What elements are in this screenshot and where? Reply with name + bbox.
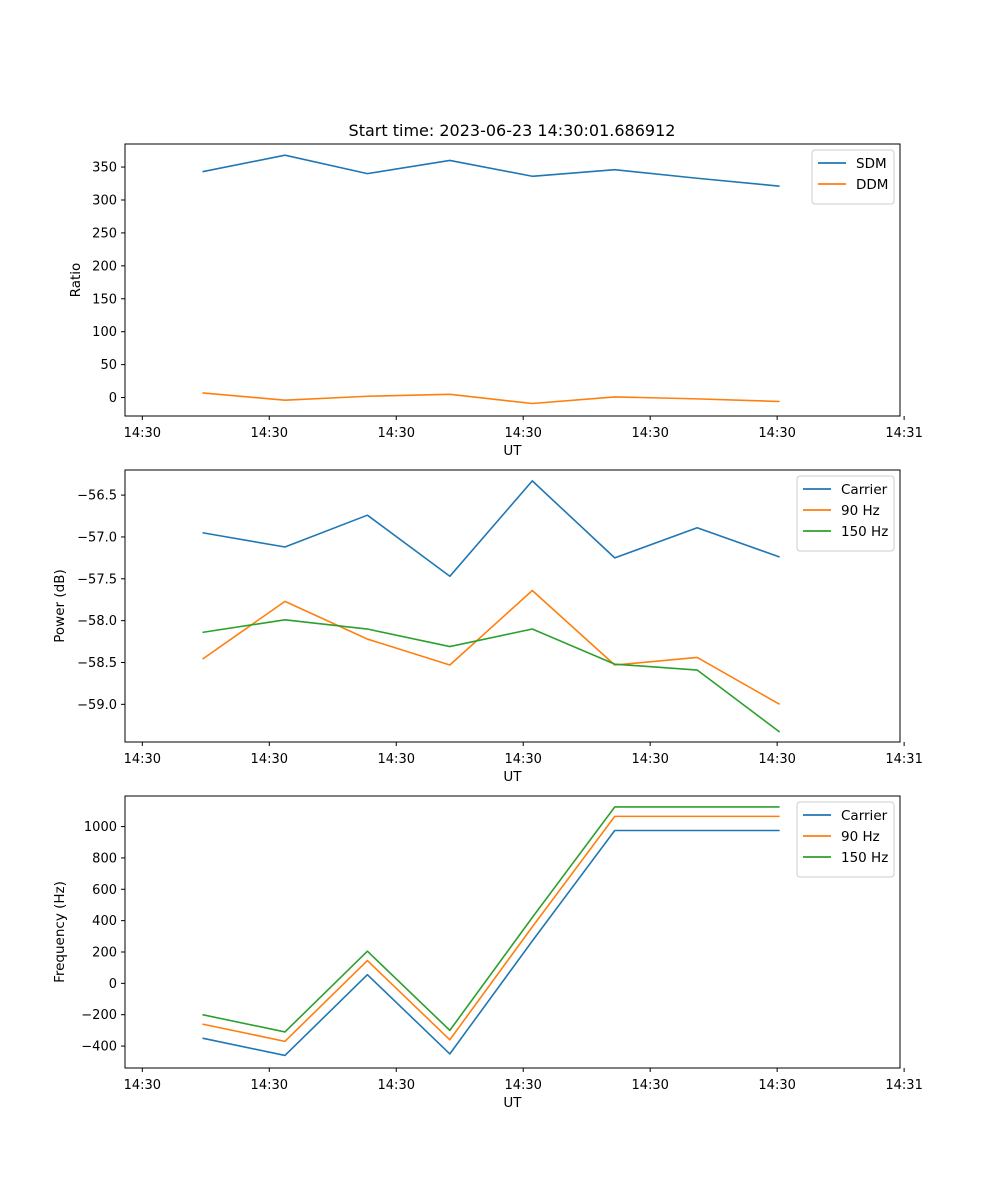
power-x-axis-label: UT [503,769,522,785]
power-legend-label: 150 Hz [841,524,888,540]
power-series-150-hz-line [202,619,781,733]
frequency-x-tick-label: 14:30 [378,1078,415,1093]
power-x-tick-label: 14:30 [504,752,541,767]
frequency-x-tick-label: 14:30 [758,1078,795,1093]
frequency-legend: Carrier 90 Hz 150 Hz [796,801,895,878]
power-legend: Carrier 90 Hz 150 Hz [796,475,895,552]
ratio-x-tick-label: 14:31 [885,426,922,441]
ratio-x-tick-label: 14:30 [251,426,288,441]
frequency-axes-frame [124,795,901,1069]
ratio-legend-label: DDM [856,177,888,193]
power-x-tick-label: 14:31 [885,752,922,767]
ratio-y-tick-label: 300 [92,193,117,208]
ratio-axes-frame [124,143,901,417]
frequency-y-tick-label: 800 [92,851,117,866]
ratio-series-sdm-line [202,154,780,187]
ratio-series-ddm-line [202,392,780,405]
ratio-x-tick-label: 14:30 [758,426,795,441]
power-legend-box [796,475,895,552]
frequency-series-90-hz-line [202,815,780,1043]
frequency-x-tick-label: 14:30 [251,1078,288,1093]
power-legend-label: Carrier [841,482,888,498]
power-y-axis-label: Power (dB) [52,569,68,642]
frequency-y-axis-label: Frequency (Hz) [52,881,68,983]
frequency-x-axis-label: UT [503,1095,522,1111]
ratio-y-tick-label: 50 [100,358,117,373]
ratio-y-tick-label: 350 [92,161,117,176]
power-series-90-hz-line [202,589,781,706]
ratio-x-tick-label: 14:30 [504,426,541,441]
ratio-legend-label: SDM [856,156,887,172]
power-y-tick-label: −58.5 [77,656,117,671]
power-x-tick-label: 14:30 [251,752,288,767]
power-x-tick-label: 14:30 [758,752,795,767]
frequency-series-carrier-line [202,829,780,1057]
power-y-tick-label: −59.0 [77,698,117,713]
power-series-carrier-line [202,480,780,578]
power-x-tick-label: 14:30 [378,752,415,767]
power-x-tick-label: 14:30 [124,752,161,767]
figure-title: Start time: 2023-06-23 14:30:01.686912 [349,121,676,140]
ratio-panel: 0 50 100 150 200 250 300 350 14:30 14:30 14:30 14:3… [68,143,923,459]
power-legend-label: 90 Hz [841,503,880,519]
frequency-x-tick-label: 14:30 [504,1078,541,1093]
ratio-y-axis-label: Ratio [68,263,84,298]
frequency-legend-box [796,801,895,878]
power-y-tick-label: −56.5 [77,489,117,504]
ratio-x-tick-label: 14:30 [631,426,668,441]
frequency-y-tick-label: −200 [81,1008,117,1023]
ratio-legend: SDM DDM [811,149,895,205]
power-x-tick-label: 14:30 [631,752,668,767]
frequency-y-tick-label: 1000 [84,820,117,835]
ratio-y-tick-label: 0 [109,391,117,406]
frequency-y-tick-label: −400 [81,1040,117,1055]
frequency-y-tick-label: 600 [92,883,117,898]
ratio-y-tick-label: 150 [92,292,117,307]
frequency-legend-label: 90 Hz [841,829,880,845]
frequency-legend-label: Carrier [841,808,888,824]
ratio-y-tick-label: 100 [92,325,117,340]
power-y-tick-label: −57.5 [77,572,117,587]
ratio-y-tick-label: 250 [92,226,117,241]
frequency-panel: −400 −200 0 200 400 600 800 1000 14:30 14:30 14:30… [52,795,923,1111]
frequency-y-tick-label: 400 [92,914,117,929]
frequency-legend-label: 150 Hz [841,850,888,866]
frequency-y-tick-label: 0 [109,977,117,992]
frequency-x-tick-label: 14:30 [631,1078,668,1093]
power-y-tick-label: −58.0 [77,614,117,629]
power-axes-frame [124,469,901,743]
frequency-series-150-hz-line [202,806,780,1033]
frequency-x-tick-label: 14:30 [124,1078,161,1093]
frequency-y-tick-label: 200 [92,945,117,960]
ratio-x-tick-label: 14:30 [124,426,161,441]
ratio-y-tick-label: 200 [92,259,117,274]
ratio-x-axis-label: UT [503,443,522,459]
power-y-tick-label: −57.0 [77,530,117,545]
frequency-x-tick-label: 14:31 [885,1078,922,1093]
ratio-x-tick-label: 14:30 [378,426,415,441]
power-panel: −59.0 −58.5 −58.0 −57.5 −57.0 −56.5 14:30 14:30… [52,469,923,785]
